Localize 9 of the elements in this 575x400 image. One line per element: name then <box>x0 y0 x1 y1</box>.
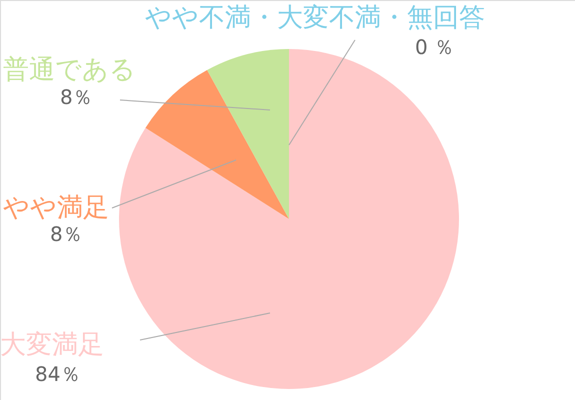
pie-slice <box>207 49 289 219</box>
slice-label: やや満足 <box>3 193 109 223</box>
data-label: 8％ <box>50 222 83 246</box>
data-label: 8％ <box>60 85 93 109</box>
category-label: やや不満・大変不満・無回答 <box>145 3 485 33</box>
text: 0 ％ <box>415 35 454 59</box>
data-label: 84％ <box>35 362 80 386</box>
pie-slice <box>145 70 289 219</box>
slice-label: 普通である <box>3 55 136 85</box>
